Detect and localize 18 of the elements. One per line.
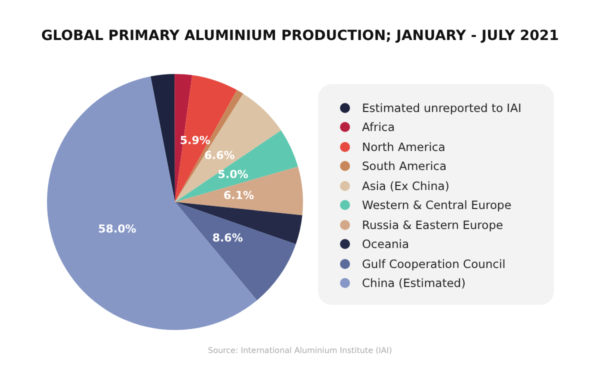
legend-label: Western & Central Europe bbox=[362, 198, 512, 212]
legend-label: South America bbox=[362, 159, 447, 174]
legend-label: Russia & Eastern Europe bbox=[362, 218, 504, 232]
legend-label: Africa bbox=[362, 120, 395, 134]
data-label: 6.1% bbox=[223, 189, 254, 202]
data-label: 5.0% bbox=[218, 168, 248, 181]
source-note: Source: International Aluminium Institute (IAI) bbox=[207, 346, 393, 355]
data-label: 5.9% bbox=[180, 134, 210, 148]
legend-label: Oceania bbox=[362, 237, 410, 252]
legend-label: Estimated unreported to IAI bbox=[362, 100, 522, 115]
chart-title: GLOBAL PRIMARY ALUMINIUM PRODUCTION; JANUARY - JULY 2021 bbox=[40, 28, 560, 44]
data-label: 8.6% bbox=[212, 231, 243, 244]
legend-label: North America bbox=[362, 140, 446, 154]
legend-label: Asia (Ex China) bbox=[362, 178, 450, 193]
legend-label: Gulf Cooperation Council bbox=[362, 256, 506, 271]
legend-label: China (Estimated) bbox=[362, 276, 466, 290]
data-label: 6.6% bbox=[204, 148, 235, 162]
data-label: 58.0% bbox=[98, 222, 136, 236]
